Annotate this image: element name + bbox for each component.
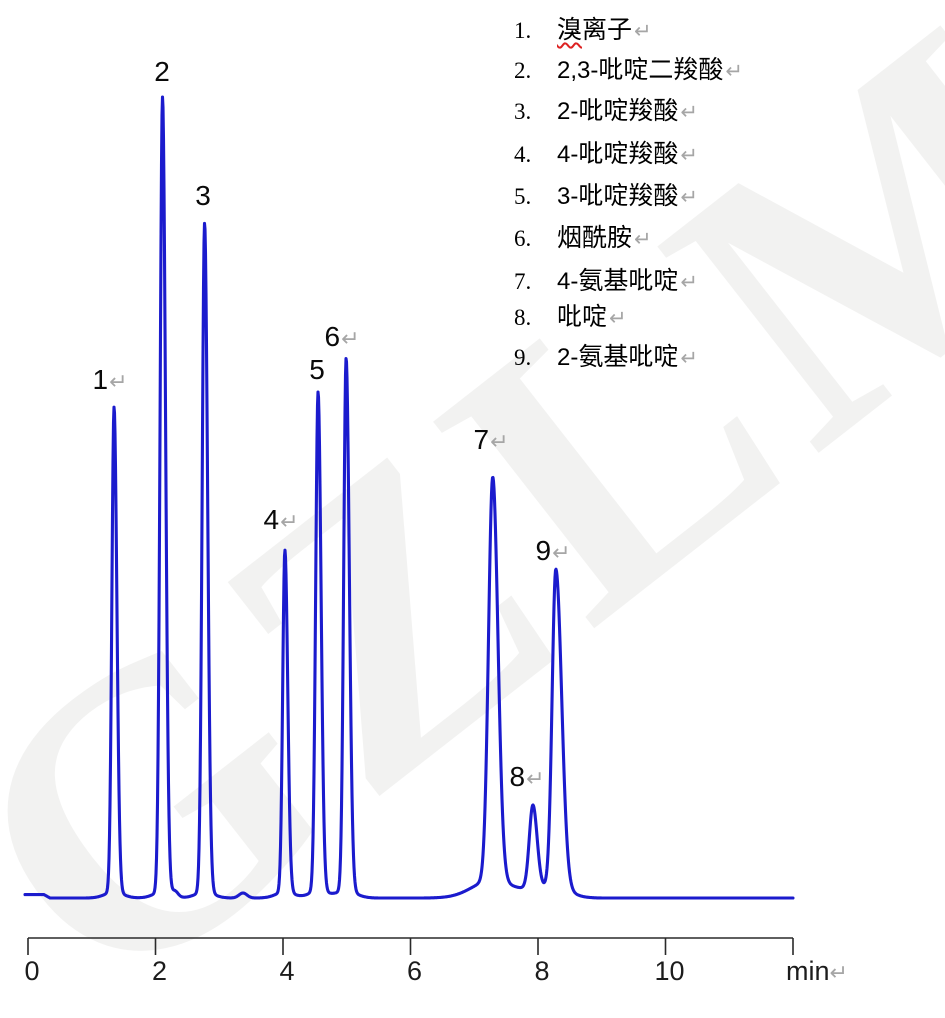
peak-label-9: 9↵ xyxy=(535,535,571,566)
x-tick-label-10: 10 xyxy=(654,956,685,986)
legend-item-number: 8. xyxy=(514,305,532,330)
x-tick-label-0: 0 xyxy=(24,956,40,986)
legend-item-number: 6. xyxy=(514,226,532,251)
x-tick-label-8: 8 xyxy=(534,956,550,986)
legend-compound-name: 氨基吡啶 xyxy=(578,344,679,371)
legend-compound-name: 吡啶羧酸 xyxy=(578,141,679,168)
legend-compound-prefix: 3- xyxy=(557,183,579,210)
legend-compound-prefix: 4- xyxy=(557,268,579,295)
peak-label-2: 2 xyxy=(154,56,170,87)
pilcrow-mark: ↵ xyxy=(680,271,698,294)
legend-item-8: 8. 吡啶↵ xyxy=(514,303,627,333)
pilcrow-mark: ↵ xyxy=(341,326,360,351)
legend-item-6: 6. 烟酰胺↵ xyxy=(514,224,652,254)
pilcrow-mark: ↵ xyxy=(634,228,652,251)
legend-item-number: 5. xyxy=(514,184,532,209)
legend-compound-prefix: 2- xyxy=(557,344,579,371)
peak-label-5: 5 xyxy=(309,354,325,385)
x-tick-label-2: 2 xyxy=(151,956,168,986)
legend-item-number: 3. xyxy=(514,99,532,124)
pilcrow-mark: ↵ xyxy=(680,347,698,370)
x-axis-unit-label: min↵ xyxy=(786,956,848,986)
peak-label-3: 3 xyxy=(195,180,211,211)
pilcrow-mark: ↵ xyxy=(490,429,509,454)
legend-item-7: 7. 4-氨基吡啶↵ xyxy=(514,267,698,297)
legend-item-2: 2. 2,3-吡啶二羧酸↵ xyxy=(514,56,743,86)
x-tick-label-6: 6 xyxy=(406,956,423,986)
pilcrow-mark: ↵ xyxy=(829,960,848,985)
legend-compound-name: 吡啶二羧酸 xyxy=(598,57,724,84)
legend-item-3: 3. 2-吡啶羧酸↵ xyxy=(514,97,698,127)
pilcrow-mark: ↵ xyxy=(526,766,545,791)
x-axis xyxy=(27,937,794,955)
legend-item-9: 9. 2-氨基吡啶↵ xyxy=(514,343,698,373)
legend-compound-prefix: 2- xyxy=(557,98,579,125)
legend-item-number: 9. xyxy=(514,345,532,370)
legend-compound-name: 吡啶羧酸 xyxy=(578,98,679,125)
peak-label-6: 6↵ xyxy=(324,321,360,352)
peak-label-8: 8↵ xyxy=(509,761,545,792)
pilcrow-mark: ↵ xyxy=(725,60,743,83)
legend-compound-prefix: 2,3- xyxy=(557,57,599,84)
peak-label-4: 4↵ xyxy=(263,504,299,535)
chromatogram-trace xyxy=(23,95,795,900)
legend-compound-name: 烟酰胺 xyxy=(557,225,633,252)
legend-item-number: 1. xyxy=(514,18,532,43)
peak-label-7: 7↵ xyxy=(473,424,509,455)
pilcrow-mark: ↵ xyxy=(680,186,698,209)
spellcheck-squiggle: 溴 xyxy=(557,17,583,44)
legend-item-number: 7. xyxy=(514,269,532,294)
legend-item-1: 1. 溴离子↵ xyxy=(514,16,652,46)
pilcrow-mark: ↵ xyxy=(552,540,571,565)
pilcrow-mark: ↵ xyxy=(634,20,652,43)
legend-item-5: 5. 3-吡啶羧酸↵ xyxy=(514,182,698,212)
pilcrow-mark: ↵ xyxy=(280,509,299,534)
legend-compound-name: 氨基吡啶 xyxy=(578,268,679,295)
legend-item-number: 4. xyxy=(514,142,532,167)
pilcrow-mark: ↵ xyxy=(680,101,698,124)
legend-compound-name: 吡啶 xyxy=(557,304,608,331)
legend-compound-prefix: 4- xyxy=(557,141,579,168)
legend-compound-name: 吡啶羧酸 xyxy=(578,183,679,210)
x-tick-label-4: 4 xyxy=(279,956,295,986)
pilcrow-mark: ↵ xyxy=(680,144,698,167)
legend-item-4: 4. 4-吡啶羧酸↵ xyxy=(514,140,698,170)
peak-label-1: 1↵ xyxy=(92,364,128,395)
legend-compound-name: 溴离子 xyxy=(557,17,633,44)
pilcrow-mark: ↵ xyxy=(609,307,627,330)
legend-item-number: 2. xyxy=(514,58,532,83)
pilcrow-mark: ↵ xyxy=(109,369,128,394)
